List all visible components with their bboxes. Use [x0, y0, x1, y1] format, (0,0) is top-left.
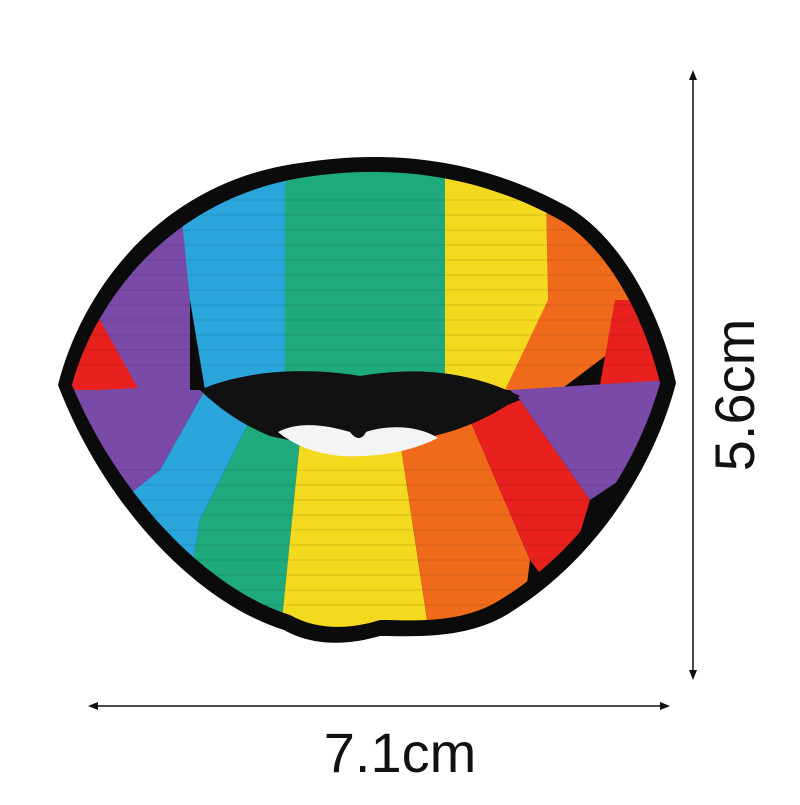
- upper-band-green: [285, 171, 445, 390]
- width-label: 7.1cm: [323, 721, 477, 784]
- upper-band-yellow: [445, 171, 550, 390]
- mouth-opening: [200, 371, 520, 445]
- height-label: 5.6cm: [703, 318, 766, 472]
- lower-band-orange: [400, 420, 530, 627]
- height-dimension-arrow: [689, 70, 697, 680]
- width-dimension-arrow: [88, 702, 670, 710]
- upper-lip: [72, 171, 660, 392]
- lower-band-purple-right: [510, 380, 660, 500]
- teeth: [278, 425, 438, 457]
- lower-band-red: [470, 400, 590, 600]
- lower-band-yellow: [280, 440, 430, 627]
